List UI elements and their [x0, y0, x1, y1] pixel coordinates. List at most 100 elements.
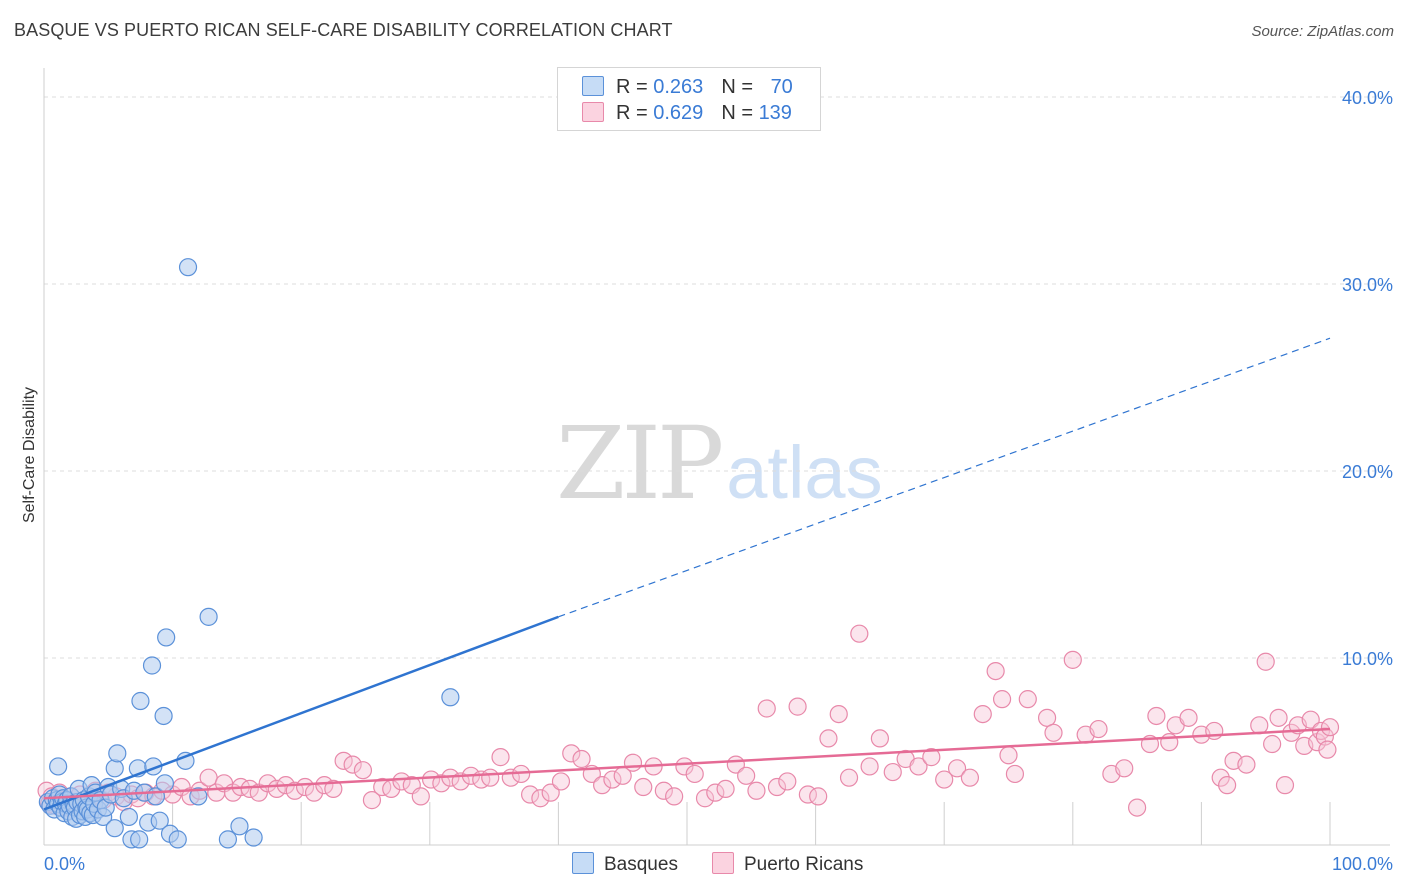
data-point-puerto-rican — [392, 772, 411, 791]
data-point-puerto-rican — [562, 744, 581, 763]
data-point-puerto-rican — [883, 762, 902, 782]
data-point-basque — [157, 628, 176, 647]
data-point-basque — [178, 258, 198, 277]
data-point-basque — [105, 819, 124, 838]
legend-label-basques: Basques — [604, 854, 678, 875]
x-tick-label: 100.0% — [1332, 854, 1393, 874]
data-point-puerto-rican — [778, 772, 797, 791]
source-credit: Source: ZipAtlas.com — [1251, 23, 1394, 40]
legend-n-value: 139 — [758, 102, 792, 124]
legend-n-value: 70 — [770, 76, 793, 98]
data-point-puerto-rican — [695, 789, 715, 808]
data-point-puerto-rican — [199, 768, 218, 787]
data-point-basque — [441, 688, 460, 707]
data-point-basque — [119, 807, 138, 827]
data-point-basque — [230, 817, 249, 836]
data-point-puerto-rican — [675, 757, 694, 776]
data-point-puerto-rican — [992, 690, 1012, 709]
data-point-puerto-rican — [1037, 708, 1057, 727]
data-point-puerto-rican — [1063, 650, 1082, 669]
data-point-basque — [131, 691, 150, 711]
data-point-puerto-rican — [432, 774, 451, 793]
data-point-basque — [108, 744, 127, 763]
legend-r-label: R = — [616, 76, 654, 98]
legend-n-label: N = — [721, 76, 759, 98]
stats-legend: R = 0.263 N = 70 R = 0.629 N = 139 — [557, 67, 821, 131]
data-point-puerto-rican — [1250, 716, 1269, 735]
data-point-puerto-rican — [481, 768, 500, 787]
data-point-puerto-rican — [947, 759, 967, 778]
data-point-puerto-rican — [541, 783, 560, 802]
data-point-puerto-rican — [819, 729, 838, 748]
data-point-puerto-rican — [1179, 708, 1198, 727]
data-point-puerto-rican — [373, 777, 392, 797]
data-point-puerto-rican — [411, 787, 430, 806]
data-point-puerto-rican — [324, 779, 343, 799]
data-point-puerto-rican — [839, 768, 859, 787]
data-point-basque — [49, 757, 68, 776]
data-point-basque — [105, 759, 124, 778]
data-point-puerto-rican — [1301, 710, 1320, 729]
data-point-puerto-rican — [593, 776, 612, 795]
data-point-basque — [168, 830, 187, 849]
legend-row-puerto-ricans: R = 0.629 N = 139 — [582, 102, 792, 126]
data-point-puerto-rican — [551, 772, 571, 791]
data-point-puerto-rican — [685, 764, 704, 784]
data-point-basque — [150, 811, 169, 830]
data-point-puerto-rican — [1147, 706, 1166, 726]
data-point-puerto-rican — [654, 781, 673, 800]
puerto-rican-swatch — [712, 852, 734, 874]
data-point-puerto-rican — [1115, 759, 1134, 778]
data-point-puerto-rican — [737, 766, 756, 785]
data-point-puerto-rican — [421, 770, 441, 789]
data-point-puerto-rican — [829, 704, 848, 724]
data-point-puerto-rican — [747, 781, 766, 800]
data-point-puerto-rican — [909, 757, 928, 776]
data-point-puerto-rican — [860, 757, 879, 776]
data-point-puerto-rican — [986, 661, 1005, 681]
legend-n-label: N = — [721, 102, 759, 124]
basque-trend-extension — [558, 337, 1331, 618]
legend-label-puerto-ricans: Puerto Ricans — [744, 854, 864, 875]
data-point-basque — [154, 706, 173, 726]
data-point-puerto-rican — [1089, 719, 1108, 739]
data-point-puerto-rican — [999, 746, 1018, 765]
data-point-puerto-rican — [531, 789, 550, 808]
data-point-puerto-rican — [623, 753, 643, 772]
data-point-basque — [155, 774, 174, 793]
legend-r-value: 0.263 — [653, 76, 704, 98]
data-point-puerto-rican — [716, 779, 735, 799]
data-point-puerto-rican — [1218, 776, 1237, 795]
data-point-puerto-rican — [343, 755, 362, 774]
data-point-puerto-rican — [1044, 723, 1063, 742]
data-point-puerto-rican — [665, 787, 684, 806]
data-point-puerto-rican — [1269, 708, 1288, 727]
data-point-puerto-rican — [603, 770, 622, 789]
y-tick-label: 20.0% — [1342, 462, 1393, 482]
data-point-puerto-rican — [1127, 798, 1147, 817]
data-point-puerto-rican — [1211, 768, 1230, 787]
data-point-puerto-rican — [788, 697, 807, 716]
data-point-puerto-rican — [285, 781, 304, 800]
x-tick-label: 0.0% — [44, 854, 85, 874]
basque-trend-line — [43, 615, 559, 811]
data-point-puerto-rican — [960, 768, 980, 787]
data-point-puerto-rican — [240, 779, 259, 799]
y-tick-label: 10.0% — [1342, 649, 1393, 669]
data-point-puerto-rican — [1205, 721, 1224, 741]
puerto-rican-trend-line — [43, 727, 1331, 800]
data-point-basque — [218, 830, 237, 849]
data-point-puerto-rican — [1018, 690, 1037, 709]
data-point-puerto-rican — [767, 777, 787, 797]
data-point-puerto-rican — [315, 776, 334, 795]
y-tick-label: 40.0% — [1342, 88, 1393, 108]
data-point-puerto-rican — [1005, 764, 1025, 784]
basque-swatch — [582, 76, 604, 96]
data-point-basque — [199, 607, 218, 626]
data-point-puerto-rican — [1237, 755, 1256, 774]
legend-row-basques: R = 0.263 N = 70 — [582, 76, 793, 100]
data-point-puerto-rican — [362, 791, 382, 810]
data-point-puerto-rican — [334, 751, 353, 770]
data-point-puerto-rican — [809, 787, 828, 806]
